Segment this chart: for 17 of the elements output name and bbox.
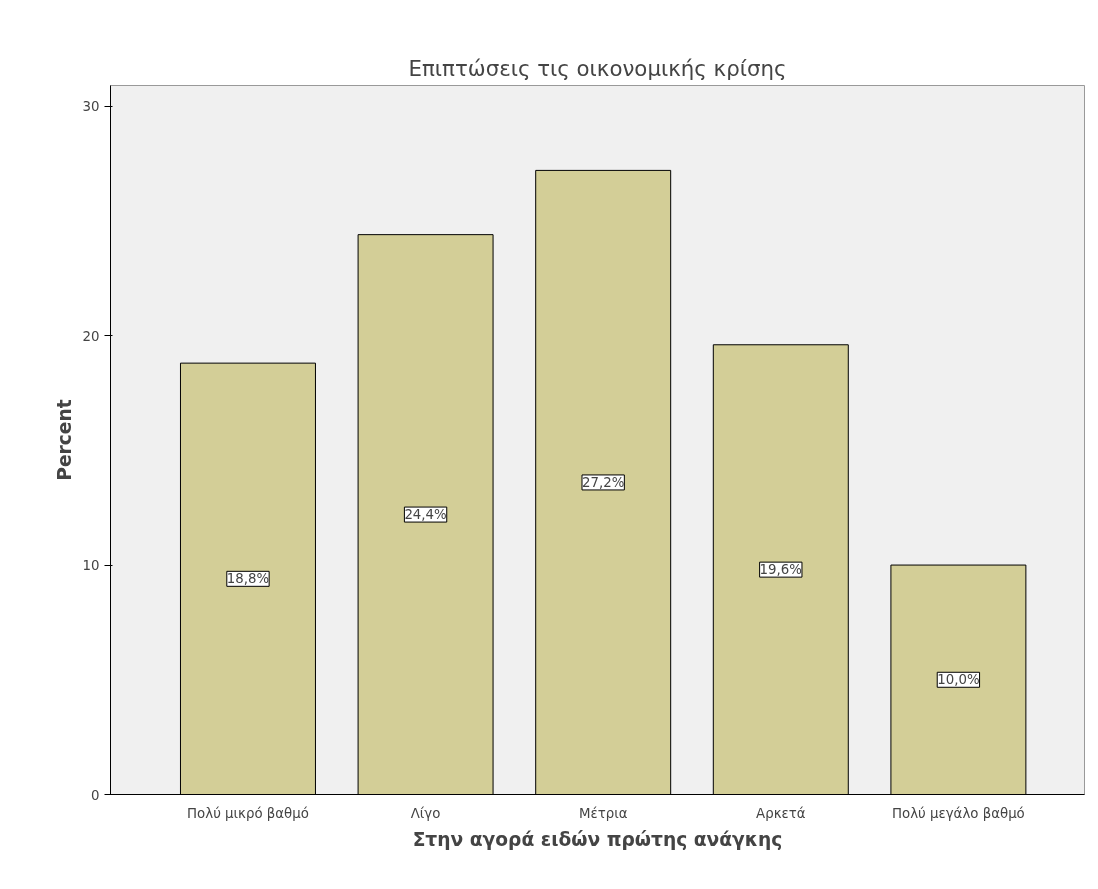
y-tick-label: 10 xyxy=(82,558,100,574)
x-axis-title: Στην αγορά ειδών πρώτης ανάγκης xyxy=(412,828,783,850)
chart-title: Επιπτώσεις τις οικονομικής κρίσης xyxy=(408,55,787,81)
y-axis-title: Percent xyxy=(53,399,75,481)
data-label: 24,4% xyxy=(404,507,447,523)
data-label: 18,8% xyxy=(226,571,270,587)
y-tick-label: 0 xyxy=(91,787,100,803)
x-tick-label: Πολύ μικρό βαθμό xyxy=(187,805,309,821)
data-label: 27,2% xyxy=(582,474,625,490)
x-tick-label: Μέτρια xyxy=(578,805,628,821)
x-tick-label: Αρκετά xyxy=(756,805,806,821)
x-tick-label: Πολύ μεγάλο βαθμό xyxy=(892,805,1025,821)
y-tick-label: 30 xyxy=(82,99,100,115)
y-tick-label: 20 xyxy=(82,328,100,344)
x-tick-label: Λίγο xyxy=(410,805,441,821)
data-label: 10,0% xyxy=(937,672,980,688)
data-label: 19,6% xyxy=(759,562,802,578)
